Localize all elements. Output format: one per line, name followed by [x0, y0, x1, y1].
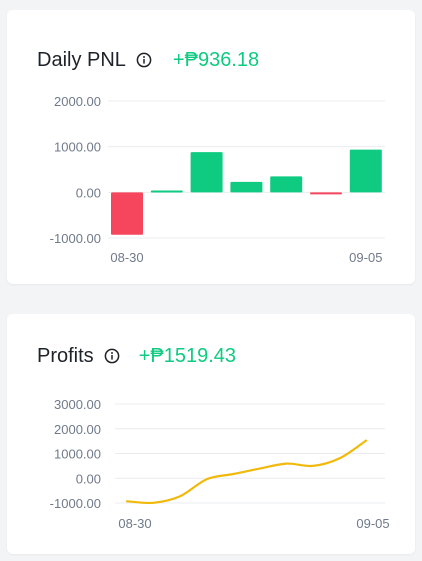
- x-tick-label: 08-30: [118, 516, 151, 531]
- pnl-bar: [230, 181, 263, 193]
- x-tick-label: 09-05: [349, 250, 382, 265]
- pnl-bar: [111, 192, 143, 235]
- y-tick-label: 3000.00: [54, 397, 101, 412]
- pnl-bar: [310, 192, 342, 195]
- pnl-bar: [270, 176, 303, 193]
- y-tick-label: 1000.00: [54, 447, 101, 462]
- x-tick-label: 08-30: [110, 250, 143, 265]
- daily-pnl-title: Daily PNL: [37, 48, 126, 71]
- y-tick-label: 0.00: [76, 471, 101, 486]
- daily-pnl-card: Daily PNL +₱936.18 2000.00 1000.00 0.00 -10…: [7, 10, 415, 284]
- daily-pnl-value: +₱936.18: [172, 48, 260, 71]
- info-icon[interactable]: [103, 347, 121, 365]
- profits-title: Profits: [37, 344, 94, 367]
- profits-chart: 3000.00 2000.00 1000.00 0.00 -1000.00 08-30 09…: [50, 397, 390, 531]
- x-tick-label: 09-05: [356, 516, 389, 531]
- daily-pnl-chart: 2000.00 1000.00 0.00 -1000.00 08-30 09-05: [50, 94, 385, 265]
- y-tick-label: -1000.00: [50, 496, 101, 511]
- profits-header: Profits +₱1519.43: [37, 341, 236, 371]
- daily-pnl-header: Daily PNL +₱936.18: [37, 45, 259, 75]
- y-tick-label: -1000.00: [50, 231, 101, 246]
- y-tick-label: 2000.00: [54, 422, 101, 437]
- info-icon[interactable]: [135, 51, 153, 69]
- y-tick-label: 2000.00: [54, 94, 101, 109]
- pnl-bar: [349, 149, 382, 193]
- y-tick-label: 0.00: [76, 185, 101, 200]
- pnl-bar: [190, 152, 223, 193]
- profits-value: +₱1519.43: [138, 344, 237, 367]
- y-tick-label: 1000.00: [54, 140, 101, 155]
- pnl-bar: [150, 190, 183, 193]
- profits-card: Profits +₱1519.43 3000.00 2000.00 1000.00 0…: [7, 314, 415, 554]
- profits-line: [125, 439, 368, 505]
